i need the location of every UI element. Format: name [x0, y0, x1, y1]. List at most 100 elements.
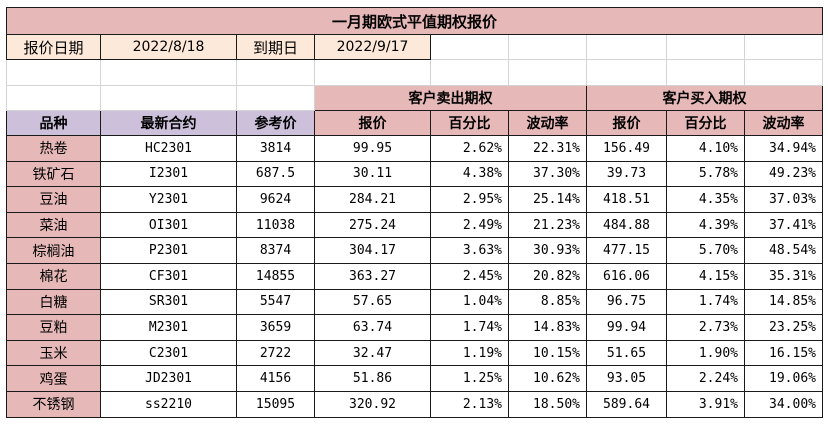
cell-buy-vol[interactable]: 14.85%	[744, 288, 823, 316]
cell-sell-vol[interactable]: 30.93%	[508, 237, 587, 264]
cell-product[interactable]: 鸡蛋	[6, 365, 101, 392]
cell-sell-price[interactable]: 32.47	[314, 339, 431, 367]
cell-product[interactable]: 白糖	[6, 288, 101, 316]
cell-buy-price[interactable]: 477.15	[586, 237, 667, 264]
cell-sell-price[interactable]: 63.74	[314, 314, 431, 341]
cell-buy-price[interactable]: 93.05	[586, 365, 667, 392]
cell-buy-price[interactable]: 156.49	[586, 135, 667, 162]
empty-cell[interactable]	[6, 59, 101, 86]
group-header-sell[interactable]: 客户卖出期权	[314, 85, 587, 111]
cell-buy-percent[interactable]: 4.15%	[666, 262, 745, 290]
empty-cell[interactable]	[744, 34, 823, 60]
cell-ref-price[interactable]: 8374	[236, 237, 315, 264]
cell-sell-vol[interactable]: 37.30%	[508, 160, 587, 188]
cell-buy-vol[interactable]: 16.15%	[744, 339, 823, 367]
cell-ref-price[interactable]: 5547	[236, 288, 315, 316]
cell-sell-vol[interactable]: 22.31%	[508, 135, 587, 162]
empty-cell[interactable]	[314, 59, 431, 86]
cell-sell-vol[interactable]: 10.62%	[508, 365, 587, 392]
cell-sell-percent[interactable]: 2.95%	[430, 186, 509, 213]
cell-contract[interactable]: HC2301	[100, 135, 237, 162]
cell-buy-percent[interactable]: 5.78%	[666, 160, 745, 188]
cell-contract[interactable]: OI301	[100, 211, 237, 239]
empty-cell[interactable]	[430, 34, 509, 60]
cell-sell-percent[interactable]: 2.13%	[430, 390, 509, 418]
cell-sell-price[interactable]: 284.21	[314, 186, 431, 213]
cell-buy-percent[interactable]: 4.35%	[666, 186, 745, 213]
header-sell-percent[interactable]: 百分比	[430, 110, 509, 136]
cell-sell-percent[interactable]: 1.19%	[430, 339, 509, 367]
cell-sell-percent[interactable]: 2.45%	[430, 262, 509, 290]
cell-buy-vol[interactable]: 35.31%	[744, 262, 823, 290]
cell-buy-vol[interactable]: 34.00%	[744, 390, 823, 418]
cell-sell-vol[interactable]: 8.85%	[508, 288, 587, 316]
group-header-buy[interactable]: 客户买入期权	[586, 85, 823, 111]
cell-buy-percent[interactable]: 4.39%	[666, 211, 745, 239]
cell-buy-vol[interactable]: 19.06%	[744, 365, 823, 392]
quote-date-label[interactable]: 报价日期	[6, 34, 101, 60]
empty-cell[interactable]	[236, 85, 315, 111]
empty-cell[interactable]	[6, 85, 101, 111]
cell-ref-price[interactable]: 14855	[236, 262, 315, 290]
cell-contract[interactable]: Y2301	[100, 186, 237, 213]
cell-product[interactable]: 菜油	[6, 211, 101, 239]
cell-buy-price[interactable]: 616.06	[586, 262, 667, 290]
cell-product[interactable]: 热卷	[6, 135, 101, 162]
cell-ref-price[interactable]: 687.5	[236, 160, 315, 188]
cell-buy-price[interactable]: 39.73	[586, 160, 667, 188]
cell-contract[interactable]: P2301	[100, 237, 237, 264]
cell-sell-percent[interactable]: 2.49%	[430, 211, 509, 239]
cell-sell-price[interactable]: 320.92	[314, 390, 431, 418]
empty-cell[interactable]	[100, 85, 237, 111]
cell-ref-price[interactable]: 9624	[236, 186, 315, 213]
quote-date-value[interactable]: 2022/8/18	[100, 34, 237, 60]
empty-cell[interactable]	[236, 59, 315, 86]
header-buy-percent[interactable]: 百分比	[666, 110, 745, 136]
cell-buy-price[interactable]: 51.65	[586, 339, 667, 367]
cell-sell-percent[interactable]: 1.04%	[430, 288, 509, 316]
cell-ref-price[interactable]: 2722	[236, 339, 315, 367]
cell-sell-price[interactable]: 51.86	[314, 365, 431, 392]
cell-ref-price[interactable]: 4156	[236, 365, 315, 392]
header-buy-price[interactable]: 报价	[586, 110, 667, 136]
header-buy-vol[interactable]: 波动率	[744, 110, 823, 136]
cell-product[interactable]: 铁矿石	[6, 160, 101, 188]
cell-buy-price[interactable]: 589.64	[586, 390, 667, 418]
cell-sell-price[interactable]: 304.17	[314, 237, 431, 264]
cell-product[interactable]: 玉米	[6, 339, 101, 367]
cell-sell-percent[interactable]: 4.38%	[430, 160, 509, 188]
cell-product[interactable]: 豆油	[6, 186, 101, 213]
cell-buy-vol[interactable]: 37.03%	[744, 186, 823, 213]
cell-buy-percent[interactable]: 3.91%	[666, 390, 745, 418]
header-sell-vol[interactable]: 波动率	[508, 110, 587, 136]
cell-buy-percent[interactable]: 2.73%	[666, 314, 745, 341]
cell-sell-price[interactable]: 99.95	[314, 135, 431, 162]
expiry-date-value[interactable]: 2022/9/17	[314, 34, 431, 60]
cell-sell-percent[interactable]: 2.62%	[430, 135, 509, 162]
empty-cell[interactable]	[666, 34, 745, 60]
empty-cell[interactable]	[508, 59, 587, 86]
cell-contract[interactable]: C2301	[100, 339, 237, 367]
cell-buy-vol[interactable]: 48.54%	[744, 237, 823, 264]
cell-sell-price[interactable]: 275.24	[314, 211, 431, 239]
cell-buy-vol[interactable]: 49.23%	[744, 160, 823, 188]
cell-buy-price[interactable]: 99.94	[586, 314, 667, 341]
empty-cell[interactable]	[430, 59, 509, 86]
cell-buy-price[interactable]: 96.75	[586, 288, 667, 316]
empty-cell[interactable]	[666, 59, 745, 86]
cell-buy-price[interactable]: 418.51	[586, 186, 667, 213]
cell-sell-vol[interactable]: 25.14%	[508, 186, 587, 213]
cell-sell-price[interactable]: 363.27	[314, 262, 431, 290]
header-ref-price[interactable]: 参考价	[236, 110, 315, 136]
sheet-title[interactable]: 一月期欧式平值期权报价	[6, 7, 823, 35]
cell-sell-price[interactable]: 57.65	[314, 288, 431, 316]
cell-contract[interactable]: JD2301	[100, 365, 237, 392]
cell-buy-percent[interactable]: 1.90%	[666, 339, 745, 367]
expiry-date-label[interactable]: 到期日	[236, 34, 315, 60]
cell-sell-percent[interactable]: 3.63%	[430, 237, 509, 264]
cell-ref-price[interactable]: 15095	[236, 390, 315, 418]
cell-product[interactable]: 不锈钢	[6, 390, 101, 418]
cell-sell-percent[interactable]: 1.74%	[430, 314, 509, 341]
cell-buy-vol[interactable]: 37.41%	[744, 211, 823, 239]
header-sell-price[interactable]: 报价	[314, 110, 431, 136]
